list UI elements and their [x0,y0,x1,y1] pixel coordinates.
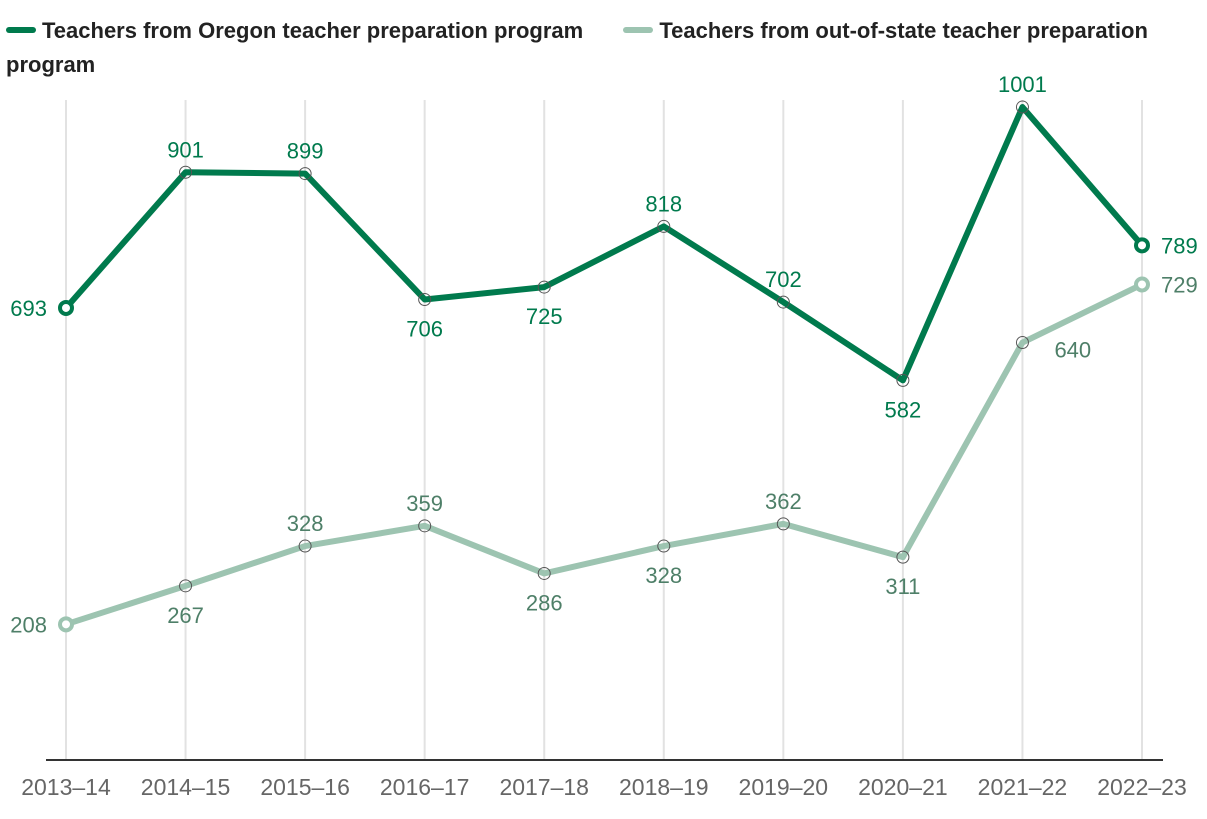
data-label: 789 [1161,233,1198,258]
data-label: 267 [167,603,204,628]
data-point [1015,336,1029,350]
x-tick-label: 2017–18 [499,774,589,800]
data-label: 328 [287,511,324,536]
data-label: 359 [406,491,443,516]
series-line [63,281,1145,628]
data-point [298,167,312,181]
data-point [776,295,790,309]
data-label: 901 [167,137,204,162]
series-line [63,104,1145,384]
data-label: 311 [885,574,920,599]
x-tick-label: 2015–16 [260,774,350,800]
legend-swatch-out-of-state [623,27,654,34]
data-label: 818 [645,191,682,216]
data-point [179,579,193,593]
data-label: 328 [645,563,682,588]
data-point [418,292,432,306]
data-point [657,539,671,553]
data-label: 693 [10,296,47,321]
data-point [58,616,74,633]
data-label: 640 [1054,338,1091,363]
data-point [657,219,671,233]
x-tick-label: 2022–23 [1097,774,1187,800]
data-point [418,519,432,533]
x-tick-label: 2018–19 [619,774,709,800]
data-point [896,373,910,387]
legend-swatch-oregon [6,27,36,34]
legend-label-out-of-state: Teachers from out-of-state teacher prepa… [6,18,1148,77]
x-tick-label: 2021–22 [978,774,1068,800]
legend-item-out-of-state[interactable]: Teachers from out-of-state teacher prepa… [6,18,1148,77]
data-point [298,539,312,553]
x-tick-label: 2020–21 [858,774,948,800]
data-label: 725 [526,304,563,329]
x-tick-label: 2014–15 [141,774,231,800]
legend-item-oregon[interactable]: Teachers from Oregon teacher preparation… [6,18,583,43]
x-tick-label: 2013–14 [21,774,111,800]
data-label: 702 [765,267,802,292]
legend-label-oregon: Teachers from Oregon teacher preparation… [42,18,584,43]
data-label: 706 [406,316,443,341]
data-label: 362 [765,489,802,514]
data-point [58,299,74,316]
data-label: 729 [1161,272,1198,297]
legend: Teachers from Oregon teacher preparation… [6,14,1201,82]
data-point [179,165,193,179]
data-label: 208 [10,612,47,637]
data-label: 582 [885,397,922,422]
data-point [896,550,910,564]
data-point [537,566,551,580]
data-point [1015,100,1029,114]
data-label: 899 [287,139,324,164]
data-point [776,517,790,531]
data-label: 1001 [998,72,1047,97]
x-tick-label: 2016–17 [380,774,470,800]
data-point [1134,276,1150,293]
data-point [1134,237,1150,254]
data-point [537,280,551,294]
x-tick-label: 2019–20 [739,774,829,800]
data-label: 286 [526,590,563,615]
